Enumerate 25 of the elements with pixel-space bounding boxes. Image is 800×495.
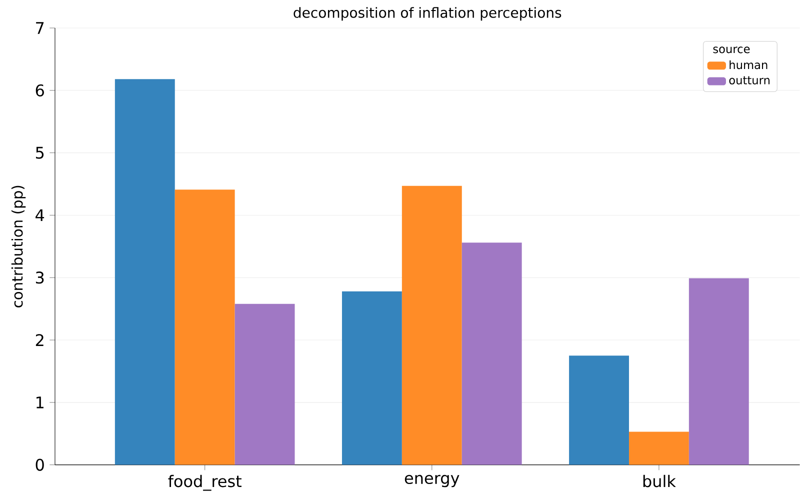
y-tick-label: 3 [36,271,44,284]
legend-label: outturn [729,76,770,84]
bar [688,278,749,465]
bar [234,304,295,465]
y-tick-label: 4 [36,209,44,221]
y-tick-label: 1 [36,396,44,408]
y-tick-label: 0 [36,458,44,471]
bar [174,190,235,465]
bar [569,356,629,465]
x-tick-label: food_rest [168,474,242,491]
y-tick-label: 7 [36,22,44,34]
chart-title: decomposition of inflation perceptions [294,6,562,20]
bar [628,432,689,465]
y-tick-label: 5 [36,146,44,159]
x-tick-label: energy [404,474,460,488]
legend-title: source [713,46,750,54]
y-tick-label: 2 [36,334,44,346]
bar [402,186,462,465]
y-axis-title: contribution (pp) [11,186,26,308]
y-tick-label: 6 [36,84,44,96]
bar [342,291,402,465]
bar [114,79,175,465]
x-tick-label: bulk [643,474,676,488]
legend-label: human [730,60,768,70]
bar [462,242,522,465]
